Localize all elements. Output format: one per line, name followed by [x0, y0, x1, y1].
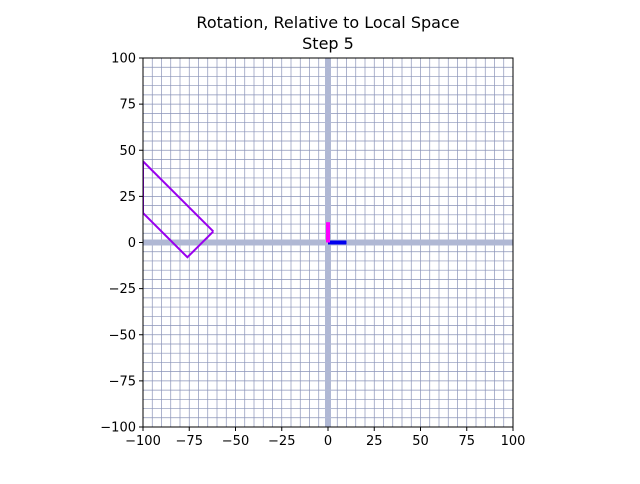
y-tick-label: 75: [119, 98, 136, 113]
chart-subtitle: Step 5: [302, 34, 354, 53]
plot-area: −100 −75 −50 −25 0 25 50 75 100 −100 −75 −50 −25 0 25 5…: [100, 52, 525, 450]
x-tick-label: 75: [458, 434, 475, 449]
chart-title: Rotation, Relative to Local Space: [196, 13, 459, 32]
x-tick-label: −100: [125, 434, 161, 449]
y-tick-label: −50: [109, 328, 136, 343]
shape-group: [143, 159, 347, 259]
y-tick-label: −75: [109, 374, 136, 389]
x-tick-label: 50: [412, 434, 429, 449]
x-tick-label: 0: [324, 434, 332, 449]
y-tick-label: −100: [100, 421, 136, 436]
y-tick-label: 0: [128, 236, 136, 251]
x-tick-label: 100: [501, 434, 526, 449]
x-tick-label: 25: [366, 434, 383, 449]
shape-outline: [143, 159, 215, 259]
y-tick-label: 25: [119, 190, 136, 205]
y-tick-label: −25: [109, 282, 136, 297]
y-tick-label: 100: [111, 52, 136, 67]
x-tick-label: −50: [222, 434, 249, 449]
y-tick-label: 50: [119, 144, 136, 159]
x-tick-label: −25: [268, 434, 295, 449]
x-tick-label: −75: [176, 434, 203, 449]
